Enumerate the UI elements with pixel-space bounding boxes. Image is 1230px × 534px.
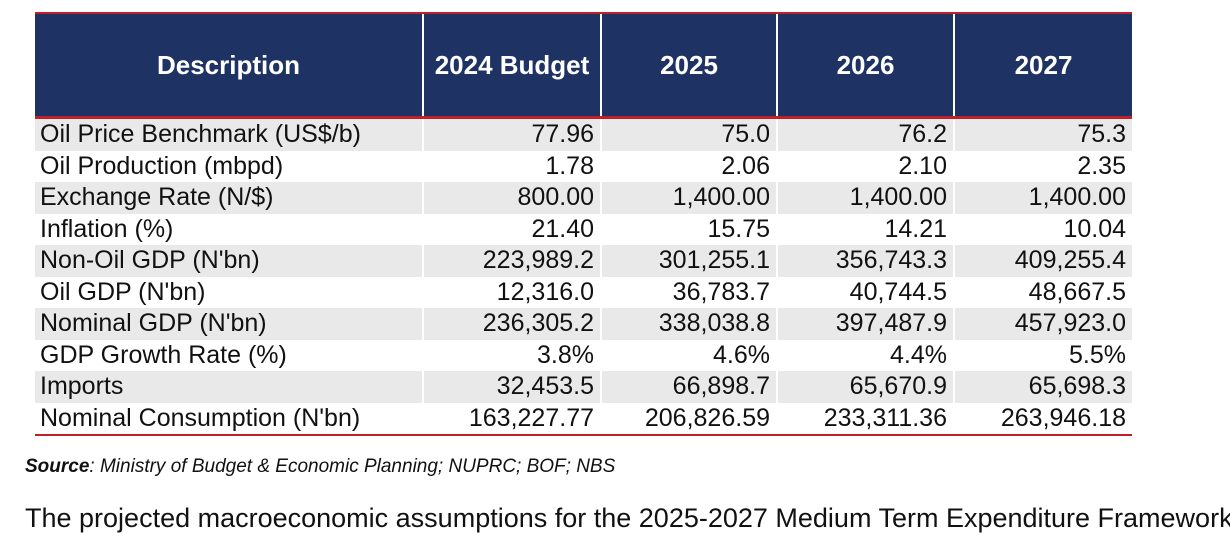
- value-cell: 206,826.59: [600, 402, 777, 436]
- value-cell: 77.96: [422, 117, 601, 151]
- value-cell: 12,316.0: [422, 276, 601, 308]
- value-cell: 40,744.5: [776, 276, 954, 308]
- value-cell: 75.3: [953, 117, 1132, 151]
- value-cell: 233,311.36: [776, 402, 954, 436]
- value-cell: 1.78: [422, 150, 601, 182]
- row-description-cell: Exchange Rate (N/$): [35, 182, 423, 214]
- macro-assumptions-table: Description 2024 Budget 2025 2026 2027 O…: [35, 12, 1132, 436]
- table-row: Oil Price Benchmark (US$/b) 77.96 75.0 76.2…: [35, 117, 1132, 151]
- row-description-cell: GDP Growth Rate (%): [35, 339, 423, 371]
- value-cell: 75.0: [600, 117, 777, 151]
- source-note: Source: Ministry of Budget & Economic Pl…: [25, 456, 615, 478]
- table-row: Nominal GDP (N'bn) 236,305.2 338,038.8 397,…: [35, 308, 1132, 340]
- row-description-cell: Imports: [35, 371, 423, 403]
- source-text: : Ministry of Budget & Economic Planning…: [89, 456, 616, 477]
- table-row: Oil Production (mbpd) 1.78 2.06 2.10 2.35: [35, 150, 1132, 182]
- value-cell: 301,255.1: [600, 245, 777, 277]
- value-cell: 1,400.00: [953, 182, 1132, 214]
- table-row: GDP Growth Rate (%) 3.8% 4.6% 4.4% 5.5%: [35, 339, 1132, 371]
- value-cell: 457,923.0: [953, 308, 1132, 340]
- table-body: Oil Price Benchmark (US$/b) 77.96 75.0 76.2…: [35, 117, 1132, 436]
- row-description-cell: Oil GDP (N'bn): [35, 276, 423, 308]
- value-cell: 14.21: [776, 213, 954, 245]
- header-description: Description: [35, 12, 423, 119]
- value-cell: 5.5%: [953, 339, 1132, 371]
- value-cell: 21.40: [422, 213, 601, 245]
- table-header: Description 2024 Budget 2025 2026 2027: [35, 12, 1132, 119]
- value-cell: 48,667.5: [953, 276, 1132, 308]
- row-description-cell: Oil Production (mbpd): [35, 150, 423, 182]
- table-row: Non-Oil GDP (N'bn) 223,989.2 301,255.1 356,…: [35, 245, 1132, 277]
- macro-assumptions-table-container: Description 2024 Budget 2025 2026 2027 O…: [35, 12, 1132, 436]
- header-2024-budget: 2024 Budget: [422, 12, 601, 119]
- value-cell: 356,743.3: [776, 245, 954, 277]
- row-description-cell: Inflation (%): [35, 213, 423, 245]
- row-description-cell: Nominal Consumption (N'bn): [35, 402, 423, 436]
- source-label: Source: [25, 456, 90, 477]
- table-row: Nominal Consumption (N'bn) 163,227.77 206,…: [35, 402, 1132, 436]
- body-paragraph: The projected macroeconomic assumptions …: [25, 503, 1230, 533]
- row-description-cell: Non-Oil GDP (N'bn): [35, 245, 423, 277]
- header-2026: 2026: [776, 12, 954, 119]
- value-cell: 236,305.2: [422, 308, 601, 340]
- value-cell: 163,227.77: [422, 402, 601, 436]
- value-cell: 338,038.8: [600, 308, 777, 340]
- value-cell: 65,670.9: [776, 371, 954, 403]
- value-cell: 66,898.7: [600, 371, 777, 403]
- header-row: Description 2024 Budget 2025 2026 2027: [35, 12, 1132, 119]
- value-cell: 397,487.9: [776, 308, 954, 340]
- table-row: Oil GDP (N'bn) 12,316.0 36,783.7 40,744.5 48…: [35, 276, 1132, 308]
- header-2025: 2025: [600, 12, 777, 119]
- table-row: Exchange Rate (N/$) 800.00 1,400.00 1,400.0…: [35, 182, 1132, 214]
- value-cell: 3.8%: [422, 339, 601, 371]
- table-row: Imports 32,453.5 66,898.7 65,670.9 65,698.3: [35, 371, 1132, 403]
- value-cell: 2.10: [776, 150, 954, 182]
- value-cell: 65,698.3: [953, 371, 1132, 403]
- value-cell: 1,400.00: [776, 182, 954, 214]
- value-cell: 2.06: [600, 150, 777, 182]
- value-cell: 4.6%: [600, 339, 777, 371]
- value-cell: 10.04: [953, 213, 1132, 245]
- value-cell: 800.00: [422, 182, 601, 214]
- value-cell: 2.35: [953, 150, 1132, 182]
- row-description-cell: Oil Price Benchmark (US$/b): [35, 117, 423, 151]
- value-cell: 76.2: [776, 117, 954, 151]
- table-row: Inflation (%) 21.40 15.75 14.21 10.04: [35, 213, 1132, 245]
- value-cell: 263,946.18: [953, 402, 1132, 436]
- value-cell: 409,255.4: [953, 245, 1132, 277]
- value-cell: 1,400.00: [600, 182, 777, 214]
- value-cell: 15.75: [600, 213, 777, 245]
- value-cell: 223,989.2: [422, 245, 601, 277]
- value-cell: 36,783.7: [600, 276, 777, 308]
- row-description-cell: Nominal GDP (N'bn): [35, 308, 423, 340]
- value-cell: 4.4%: [776, 339, 954, 371]
- header-2027: 2027: [953, 12, 1132, 119]
- value-cell: 32,453.5: [422, 371, 601, 403]
